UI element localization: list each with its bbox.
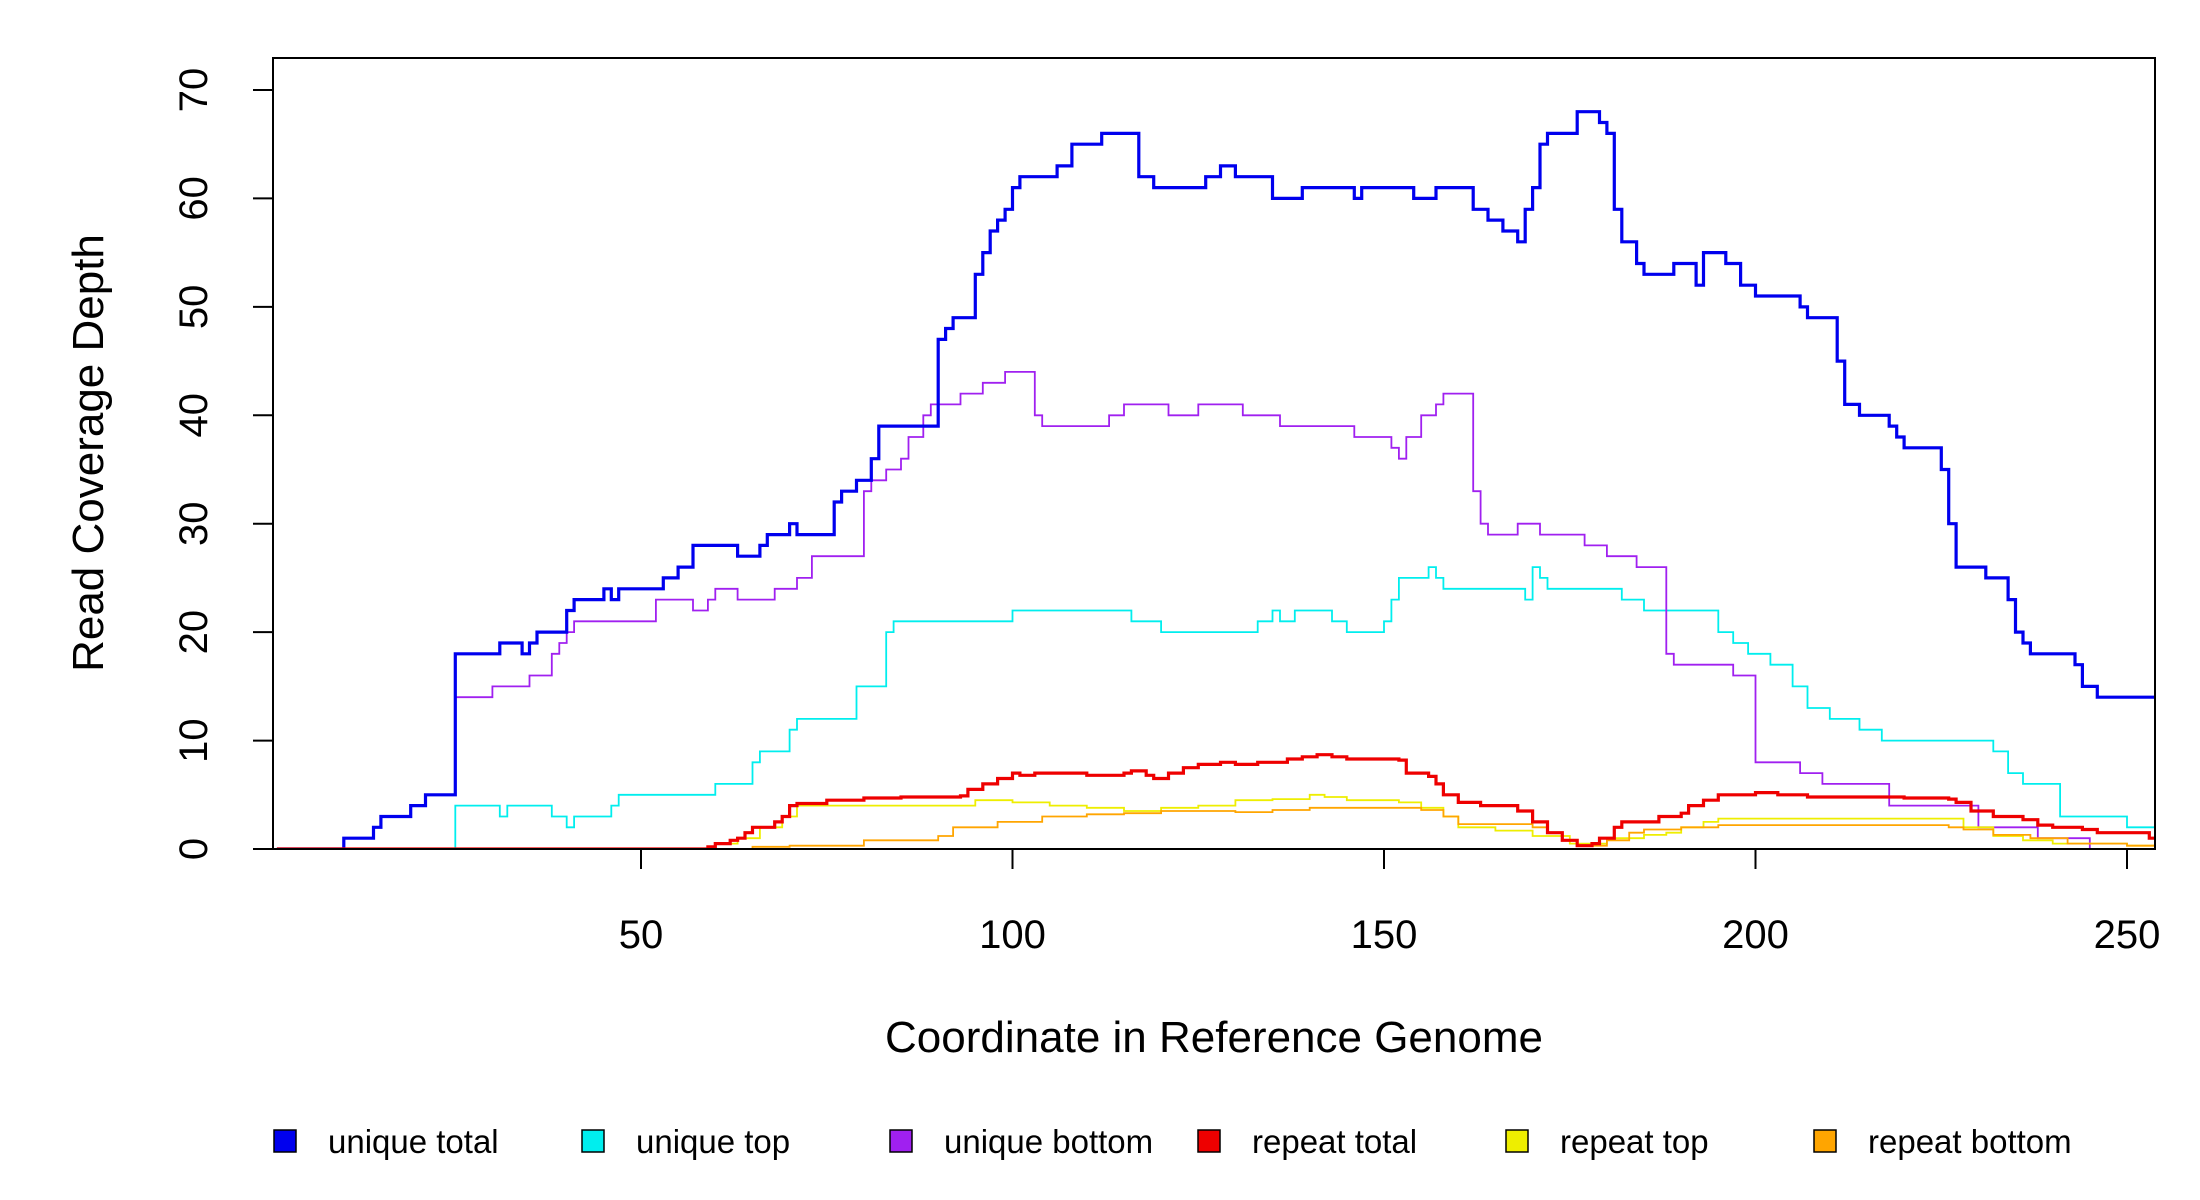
series-layer [276,110,2155,849]
legend-item: repeat total [1197,1123,1417,1160]
legend-item: repeat top [1505,1123,1709,1160]
x-tick-label: 50 [619,913,664,957]
x-tick-label: 250 [2094,913,2161,957]
y-tick-label: 10 [172,718,216,763]
series-line-unique-bottom [276,371,2155,849]
legend-swatch [1813,1129,1837,1153]
series-line-repeat-total [276,753,2155,849]
x-tick-label: 200 [1722,913,1789,957]
legend-swatch [1505,1129,1529,1153]
legend-swatch [1197,1129,1221,1153]
legend-label: repeat top [1560,1123,1709,1160]
legend-label: unique bottom [944,1123,1153,1160]
legend-label: unique total [328,1123,499,1160]
series-line-repeat-bottom [276,806,2155,849]
y-axis-title: Read Coverage Depth [64,234,113,672]
y-tick-label: 70 [172,68,216,113]
legend-swatch [273,1129,297,1153]
series-line-repeat-top [276,793,2155,849]
y-tick-label: 0 [172,838,216,860]
y-tick-label: 20 [172,610,216,655]
plot-frame [272,57,2156,850]
y-tick-label: 30 [172,501,216,546]
legend-swatch [889,1129,913,1153]
x-tick-label: 150 [1351,913,1418,957]
legend-label: repeat bottom [1868,1123,2072,1160]
legend-item: unique total [273,1123,499,1160]
y-axis: 0 10 20 30 40 50 60 70 [172,68,273,860]
x-axis-title: Coordinate in Reference Genome [885,1013,1543,1062]
legend-item: unique bottom [889,1123,1153,1160]
legend-swatch [581,1129,605,1153]
y-tick-label: 60 [172,176,216,221]
x-tick-label: 100 [979,913,1046,957]
legend-label: repeat total [1252,1123,1417,1160]
legend: unique total unique top unique bottom repea… [273,1123,2072,1160]
y-tick-label: 50 [172,285,216,330]
x-axis: 50 100 150 200 250 [619,849,2161,957]
series-line-unique-top [276,566,2155,849]
legend-label: unique top [636,1123,790,1160]
y-tick-label: 40 [172,393,216,438]
legend-item: repeat bottom [1813,1123,2072,1160]
series-line-unique-total [276,110,2155,849]
legend-item: unique top [581,1123,790,1160]
